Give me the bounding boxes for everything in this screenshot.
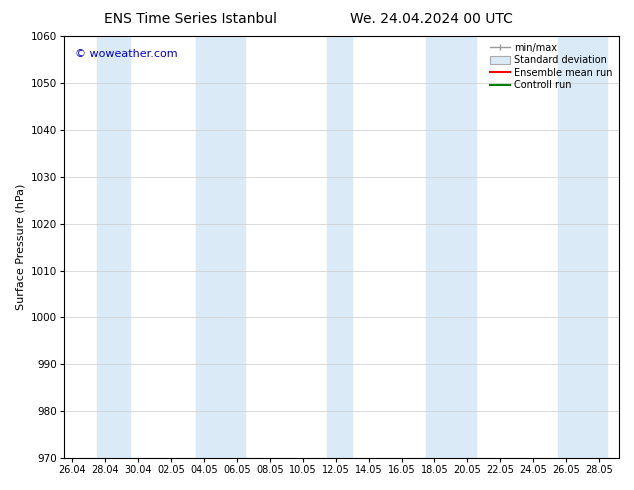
Text: We. 24.04.2024 00 UTC: We. 24.04.2024 00 UTC (350, 12, 512, 26)
Y-axis label: Surface Pressure (hPa): Surface Pressure (hPa) (15, 184, 25, 310)
Bar (327, 36, 352, 458)
Bar (558, 36, 607, 458)
Text: © woweather.com: © woweather.com (75, 49, 178, 59)
Legend: min/max, Standard deviation, Ensemble mean run, Controll run: min/max, Standard deviation, Ensemble me… (486, 39, 616, 94)
Bar (426, 36, 476, 458)
Text: ENS Time Series Istanbul: ENS Time Series Istanbul (104, 12, 276, 26)
Bar (97, 36, 130, 458)
Bar (195, 36, 245, 458)
